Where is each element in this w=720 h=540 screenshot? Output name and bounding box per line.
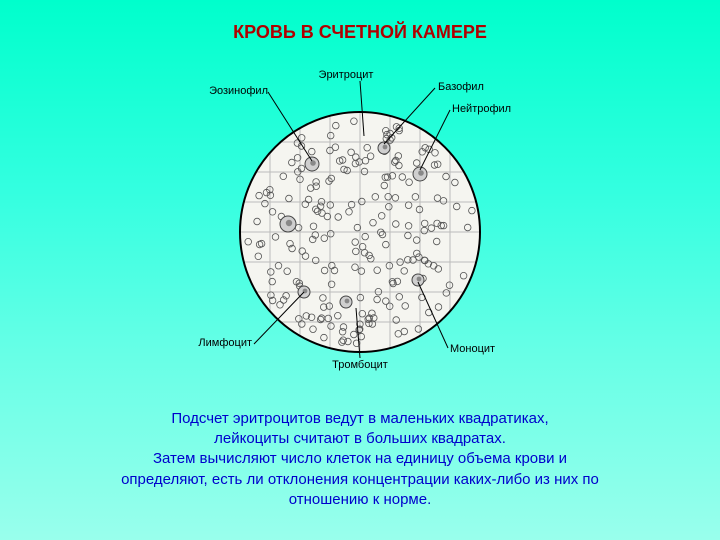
cell-label: Эритроцит — [319, 69, 374, 81]
cell-label: Моноцит — [450, 343, 495, 355]
slide-title: КРОВЬ В СЧЕТНОЙ КАМЕРЕ — [0, 22, 720, 43]
cell-label: Лимфоцит — [198, 337, 252, 349]
slide: КРОВЬ В СЧЕТНОЙ КАМЕРЕ Эритроцит Эозинофи… — [0, 0, 720, 540]
cell-label: Эозинофил — [209, 85, 268, 97]
caption-line: Подсчет эритроцитов ведут в маленьких кв… — [171, 410, 548, 427]
slide-caption: Подсчет эритроцитов ведут в маленьких кв… — [50, 409, 670, 510]
cell-label: Нейтрофил — [452, 103, 511, 115]
cell-label: Тромбоцит — [332, 359, 388, 371]
caption-line: Затем вычисляют число клеток на единицу … — [153, 450, 567, 467]
cell-label: Базофил — [438, 81, 484, 93]
caption-line: лейкоциты считают в больших квадратах. — [214, 430, 506, 447]
blood-diagram: Эритроцит Эозинофил Базофил Нейтрофил Лимфоц… — [160, 56, 560, 376]
caption-line: определяют, есть ли отклонения концентра… — [121, 471, 599, 488]
caption-line: отношению к норме. — [289, 491, 432, 508]
